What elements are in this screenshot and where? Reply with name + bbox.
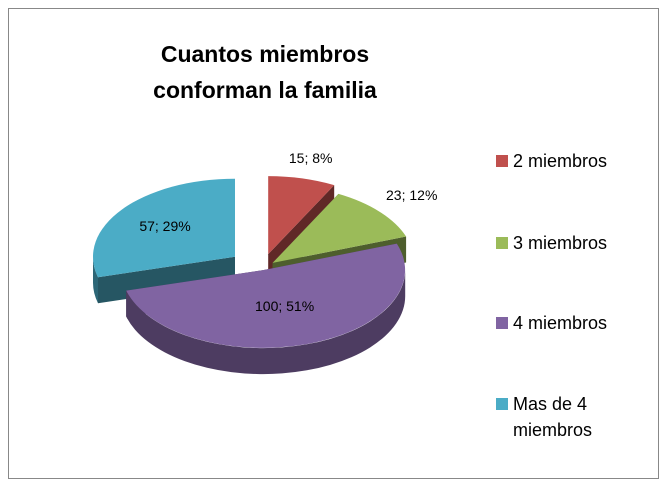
legend-swatch <box>496 317 508 329</box>
slice <box>93 178 235 278</box>
legend-label: 3 miembros <box>513 233 608 253</box>
legend-item: 4 miembros <box>496 310 636 336</box>
slice-side <box>126 270 406 375</box>
legend-label: Mas de 4 miembros <box>513 394 593 440</box>
legend-swatch <box>496 398 508 410</box>
legend-label: 4 miembros <box>513 313 608 333</box>
legend-label: 2 miembros <box>513 151 608 171</box>
slice-side <box>93 256 98 304</box>
legend-item: Mas de 4 miembros <box>496 391 636 443</box>
slice <box>126 243 406 348</box>
data-label: 57; 29% <box>139 218 190 234</box>
legend-swatch <box>496 237 508 249</box>
legend-item: 2 miembros <box>496 148 636 174</box>
chart-title: Cuantos miembros conforman la familia <box>153 41 377 103</box>
data-label: 15; 8% <box>289 150 333 166</box>
slice <box>268 176 335 255</box>
data-label: 23; 12% <box>386 187 437 203</box>
legend-swatch <box>496 155 508 167</box>
data-label: 100; 51% <box>255 298 314 314</box>
legend-item: 3 miembros <box>496 230 636 256</box>
slice <box>272 193 407 263</box>
